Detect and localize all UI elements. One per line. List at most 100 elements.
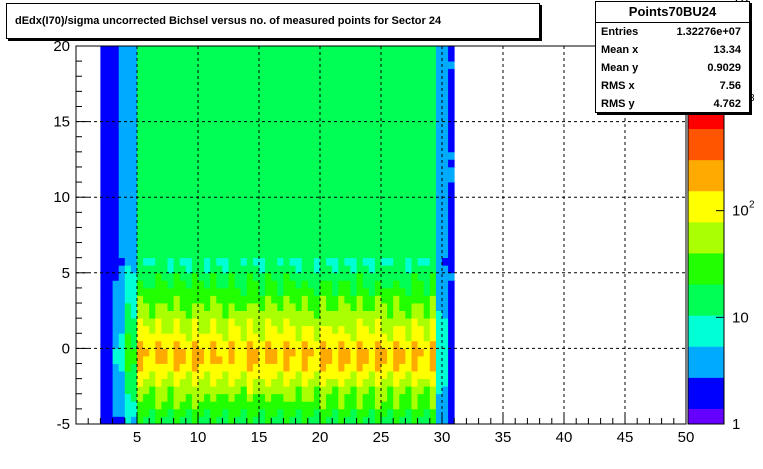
heatmap-cell: [320, 235, 327, 243]
heatmap-cell: [265, 91, 272, 100]
heatmap-cell: [411, 106, 418, 115]
heatmap-cell: [137, 159, 144, 168]
heatmap-cell: [198, 227, 205, 236]
heatmap-cell: [381, 61, 388, 70]
heatmap-cell: [252, 257, 260, 266]
heatmap-cell: [204, 280, 211, 289]
heatmap-cell: [350, 250, 357, 259]
heatmap-cell: [417, 106, 425, 115]
heatmap-cell: [216, 416, 223, 425]
heatmap-cell: [149, 363, 156, 372]
heatmap-cell: [204, 174, 211, 183]
heatmap-cell: [137, 250, 144, 259]
heatmap-cell: [228, 219, 235, 228]
heatmap-cell: [246, 378, 254, 387]
heatmap-cell: [362, 325, 370, 334]
heatmap-cell: [295, 76, 303, 85]
heatmap-cell: [234, 386, 242, 395]
heatmap-cell: [387, 371, 394, 380]
heatmap-cell: [399, 53, 406, 62]
heatmap-cell: [216, 355, 223, 364]
heatmap-cell: [228, 121, 235, 130]
heatmap-cell: [448, 295, 455, 304]
heatmap-cell: [423, 401, 431, 410]
heatmap-cell: [307, 416, 315, 425]
heatmap-cell: [332, 61, 339, 70]
heatmap-cell: [167, 401, 174, 410]
heatmap-cell: [210, 371, 217, 380]
heatmap-cell: [356, 114, 364, 122]
heatmap-cell: [435, 189, 443, 198]
heatmap-cell: [143, 310, 150, 319]
heatmap-cell: [374, 197, 382, 206]
heatmap-cell: [429, 144, 437, 153]
heatmap-cell: [222, 83, 229, 92]
heatmap-cell: [277, 416, 284, 425]
heatmap-cell: [149, 378, 156, 387]
heatmap-cell: [228, 295, 235, 304]
heatmap-cell: [356, 265, 364, 274]
heatmap-cell: [338, 76, 345, 85]
heatmap-cell: [179, 121, 187, 130]
heatmap-cell: [179, 197, 187, 206]
heatmap-cell: [356, 227, 364, 236]
heatmap-cell: [344, 136, 351, 145]
heatmap-cell: [246, 348, 254, 357]
heatmap-cell: [283, 235, 290, 243]
heatmap-cell: [149, 393, 156, 402]
heatmap-cell: [216, 295, 223, 304]
heatmap-cell: [130, 53, 138, 62]
heatmap-cell: [185, 83, 193, 92]
heatmap-cell: [130, 386, 138, 395]
heatmap-cell: [173, 91, 181, 100]
heatmap-cell: [124, 219, 132, 228]
heatmap-cell: [423, 257, 431, 266]
heatmap-cell: [265, 204, 272, 213]
heatmap-cell: [252, 310, 260, 319]
color-scale-label: 1: [732, 416, 740, 433]
heatmap-cell: [289, 53, 296, 62]
heatmap-cell: [112, 227, 120, 236]
heatmap-cell: [222, 295, 229, 304]
heatmap-cell: [289, 212, 296, 221]
heatmap-cell: [198, 333, 205, 342]
heatmap-cell: [368, 280, 376, 289]
heatmap-cell: [155, 401, 162, 410]
heatmap-cell: [283, 159, 290, 168]
heatmap-cell: [448, 303, 455, 311]
heatmap-cell: [374, 182, 382, 191]
heatmap-cell: [106, 166, 113, 175]
heatmap-cell: [252, 287, 260, 296]
heatmap-cell: [252, 303, 260, 311]
heatmap-cell: [362, 212, 370, 221]
heatmap-cell: [320, 144, 327, 153]
heatmap-cell: [137, 204, 144, 213]
heatmap-cell: [368, 166, 376, 175]
heatmap-cell: [283, 265, 290, 274]
heatmap-cell: [173, 272, 181, 281]
heatmap-cell: [423, 363, 431, 372]
heatmap-cell: [265, 416, 272, 425]
heatmap-cell: [246, 386, 254, 395]
heatmap-cell: [228, 280, 235, 289]
heatmap-cell: [100, 166, 107, 175]
heatmap-cell: [393, 303, 400, 311]
heatmap-cell: [271, 363, 278, 372]
heatmap-cell: [387, 280, 394, 289]
heatmap-cell: [381, 159, 388, 168]
heatmap-cell: [417, 136, 425, 145]
heatmap-cell: [234, 68, 242, 77]
heatmap-cell: [442, 61, 449, 70]
heatmap-cell: [393, 219, 400, 228]
heatmap-cell: [344, 98, 351, 107]
heatmap-cell: [417, 363, 425, 372]
heatmap-cell: [295, 280, 303, 289]
heatmap-cell: [106, 348, 113, 357]
heatmap-cell: [161, 204, 168, 213]
heatmap-cell: [112, 144, 120, 153]
heatmap-cell: [137, 121, 144, 130]
heatmap-cell: [442, 136, 449, 145]
heatmap-cell: [155, 197, 162, 206]
heatmap-cell: [106, 386, 113, 395]
heatmap-cell: [271, 68, 278, 77]
